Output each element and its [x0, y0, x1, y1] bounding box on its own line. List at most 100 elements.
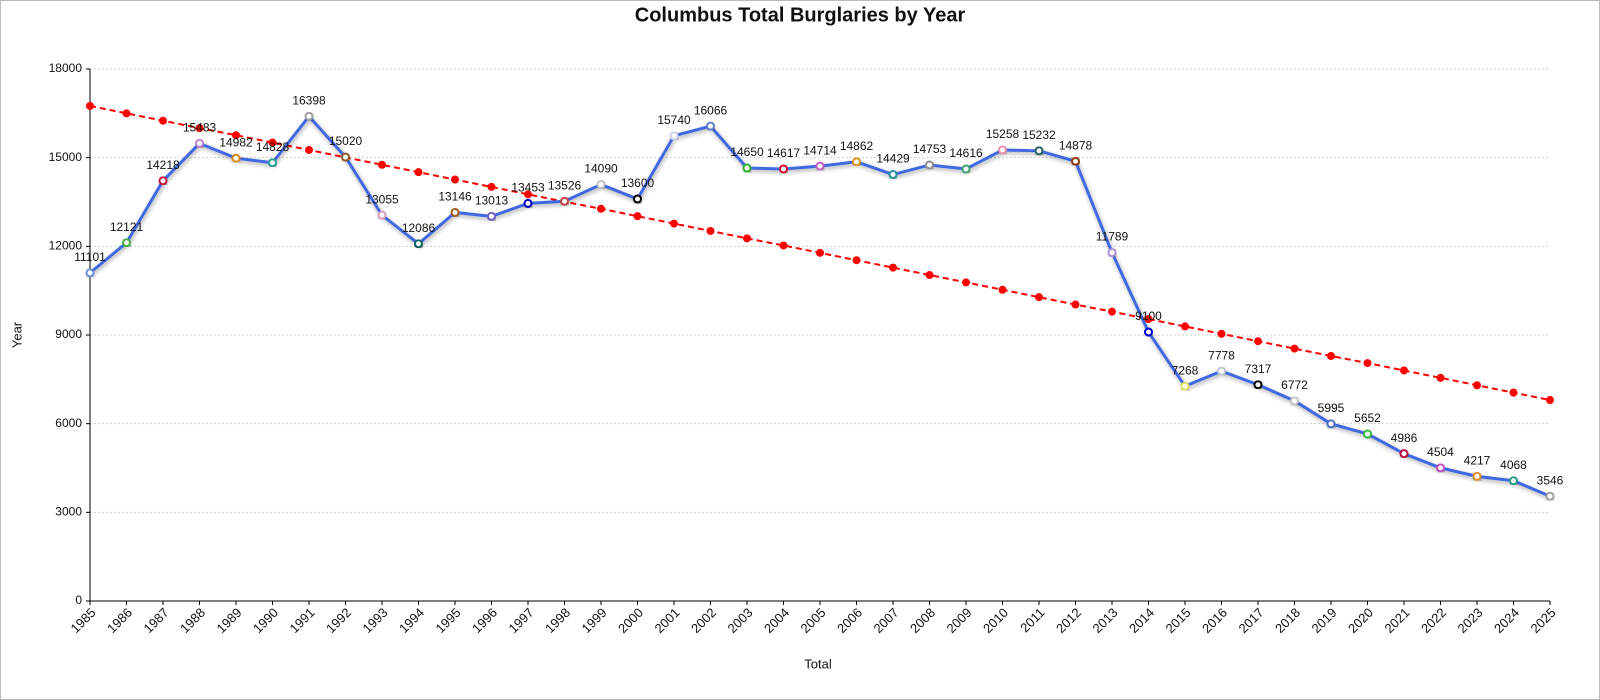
data-point — [85, 268, 95, 278]
trend-point — [1546, 396, 1554, 405]
trend-point — [1071, 300, 1080, 309]
trend-point — [816, 248, 824, 257]
data-label: 11789 — [1096, 230, 1129, 244]
data-point — [377, 210, 387, 220]
trend-point — [779, 241, 788, 250]
data-label: 13526 — [548, 178, 582, 192]
data-label: 14429 — [876, 152, 910, 166]
data-label: 14218 — [146, 158, 180, 172]
data-label: 14862 — [840, 139, 874, 153]
data-label: 14090 — [584, 162, 618, 176]
data-point — [450, 207, 460, 217]
data-label: 6772 — [1281, 378, 1308, 392]
data-label: 4217 — [1464, 454, 1491, 468]
data-point — [1326, 419, 1336, 429]
chart-title: Columbus Total Burglaries by Year — [635, 4, 966, 26]
data-label: 13600 — [621, 176, 655, 190]
data-point — [998, 145, 1007, 155]
y-tick-label: 3000 — [55, 505, 82, 519]
data-point — [268, 158, 277, 168]
data-label: 14650 — [730, 145, 764, 159]
data-label: 13453 — [511, 181, 545, 195]
x-axis-label: Total — [804, 656, 832, 671]
data-point — [852, 157, 861, 167]
data-point — [1399, 449, 1409, 459]
trend-point — [414, 168, 423, 177]
data-label: 15740 — [657, 113, 691, 127]
data-point — [1034, 146, 1044, 156]
trend-point — [1473, 381, 1481, 390]
data-label: 14616 — [949, 146, 983, 160]
data-point — [1509, 476, 1518, 486]
data-label: 15020 — [329, 134, 363, 148]
trend-point — [232, 131, 240, 140]
trend-point — [1400, 366, 1408, 375]
trend-point — [670, 219, 678, 228]
data-point — [304, 111, 314, 121]
data-label: 4068 — [1500, 458, 1527, 472]
data-point — [341, 152, 350, 162]
trend-point — [1181, 322, 1189, 331]
data-label: 9100 — [1135, 309, 1162, 323]
trend-point — [889, 263, 897, 272]
data-label: 15483 — [183, 121, 217, 135]
trend-point — [159, 116, 167, 125]
data-label: 5995 — [1318, 401, 1345, 415]
data-label: 4504 — [1427, 445, 1454, 459]
data-point — [925, 160, 934, 170]
data-point — [742, 163, 752, 173]
data-point — [1290, 396, 1299, 406]
data-label: 13055 — [365, 192, 399, 206]
data-label: 5652 — [1354, 411, 1381, 425]
y-tick-label: 9000 — [55, 327, 82, 341]
trend-point — [524, 190, 532, 199]
data-point — [961, 164, 971, 174]
data-label: 11101 — [74, 250, 106, 264]
trend-point — [1217, 329, 1226, 338]
trend-point — [706, 226, 715, 235]
trend-point — [1436, 373, 1445, 382]
trend-point — [1108, 307, 1116, 316]
trend-point — [1144, 315, 1153, 324]
data-point — [1217, 366, 1226, 376]
trend-point — [1035, 293, 1043, 302]
data-point — [779, 164, 788, 174]
trend-point — [86, 101, 94, 110]
data-point — [1472, 471, 1482, 481]
trend-point — [122, 109, 131, 118]
data-point — [231, 153, 241, 163]
data-point — [596, 180, 606, 190]
y-tick-label: 12000 — [49, 239, 83, 253]
data-label: 14714 — [803, 143, 837, 157]
trend-point — [1290, 344, 1299, 353]
data-point — [815, 161, 825, 171]
y-tick-label: 0 — [75, 593, 82, 607]
trend-point — [1509, 388, 1518, 397]
y-axis-label: Year — [9, 321, 24, 348]
data-point — [1363, 429, 1372, 439]
data-label: 16066 — [694, 103, 728, 117]
data-point — [706, 121, 715, 131]
data-label: 15258 — [986, 127, 1020, 141]
data-point — [122, 238, 131, 248]
data-point — [1180, 381, 1190, 391]
data-label: 14617 — [767, 146, 801, 160]
data-point — [888, 170, 898, 180]
data-label: 13013 — [475, 194, 509, 208]
data-point — [1071, 156, 1080, 166]
trend-point — [1327, 351, 1335, 360]
data-label: 14878 — [1059, 138, 1093, 152]
trend-point — [1254, 337, 1262, 346]
trend-point — [378, 160, 386, 169]
data-label: 12086 — [402, 221, 436, 235]
data-label: 13146 — [438, 190, 472, 204]
data-point — [669, 131, 679, 141]
data-point — [523, 198, 533, 208]
data-point — [1436, 463, 1445, 473]
trend-point — [852, 256, 861, 265]
data-point — [1144, 327, 1153, 337]
data-label: 14828 — [256, 140, 290, 154]
